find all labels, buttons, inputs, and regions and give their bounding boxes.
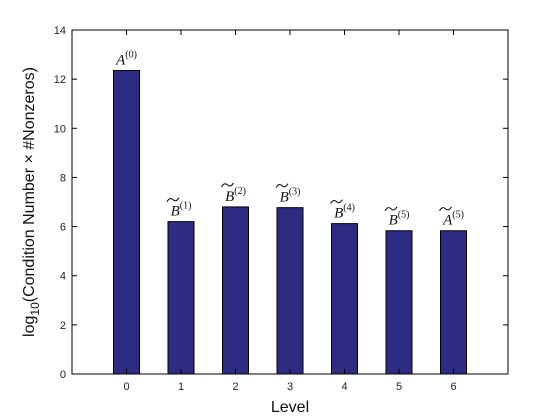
bar-label-superscript: (1) [180,201,192,212]
x-axis-label: Level [271,399,309,416]
bar-label-text: B(4) [334,203,355,222]
bar [331,223,358,375]
bar-label-superscript: (0) [125,50,137,61]
y-axis-label: log10(Condition Number × #Nonzeros) [21,67,42,337]
chart-marks: A(0)B(1)B(2) B(3)B(4)B(5) A(5) [113,50,467,375]
bar [113,70,140,375]
bar-label-text: B(2) [225,186,246,205]
tilde-accent [439,206,452,212]
bar-label-text: B(1) [171,201,192,220]
bar-label-superscript: (3) [289,187,301,198]
x-tick-label: 1 [178,381,184,393]
bar-label-text: B(5) [389,210,410,229]
y-label-subscript: 10 [28,302,42,316]
bar-label-text: B(3) [280,187,301,206]
bar [276,207,304,375]
tilde-accent [384,206,398,212]
y-tick-label: 4 [60,271,66,283]
bar-label-text: A(5) [442,210,464,229]
bar-label-base: B [225,189,234,205]
y-tick-label: 8 [60,172,66,184]
bar [222,206,249,375]
y-tick-label: 2 [60,320,66,332]
bar-label-base: B [171,204,180,220]
tilde-accent [275,183,289,188]
bar-label-base: B [334,206,343,222]
y-tick-label: 0 [60,369,66,381]
x-tick-label: 4 [341,381,347,393]
bar-label: A(0) [115,50,137,69]
bar-label: B(5) [384,206,410,229]
y-tick-label: 6 [60,222,66,234]
x-tick-label: 0 [123,381,129,393]
bar-label-text: A(0) [115,50,137,69]
y-label-rest: (Condition Number × #Nonzeros) [21,67,38,302]
tilde-accent [221,182,234,188]
y-tick-label: 12 [54,74,66,86]
bar-label-base: B [389,213,398,229]
x-tick-label: 5 [396,381,402,393]
y-tick-label: 14 [54,25,66,37]
bar [167,221,195,375]
x-tick-label: 2 [232,381,238,393]
bar [385,230,413,375]
bar-label: B(2) [221,182,246,205]
bar-label-superscript: (5) [398,210,410,221]
bar-label-base: A [442,213,453,229]
x-tick-label: 6 [450,381,456,393]
bar-label-superscript: (5) [452,210,464,221]
bar-label: B(4) [330,199,355,222]
tilde-accent [330,199,343,204]
tilde-accent [166,197,180,202]
bar-label-superscript: (2) [234,186,246,197]
bar [440,230,467,375]
y-tick-label: 10 [54,123,66,135]
bar-label-base: B [280,190,289,206]
bar-label: A(5) [439,206,464,229]
bar-label-base: A [115,53,126,69]
bar-label: B(1) [166,197,192,220]
bar-label-superscript: (4) [343,203,355,214]
bar-label: B(3) [275,183,301,206]
y-label-base: log [21,316,38,337]
x-tick-label: 3 [287,381,293,393]
